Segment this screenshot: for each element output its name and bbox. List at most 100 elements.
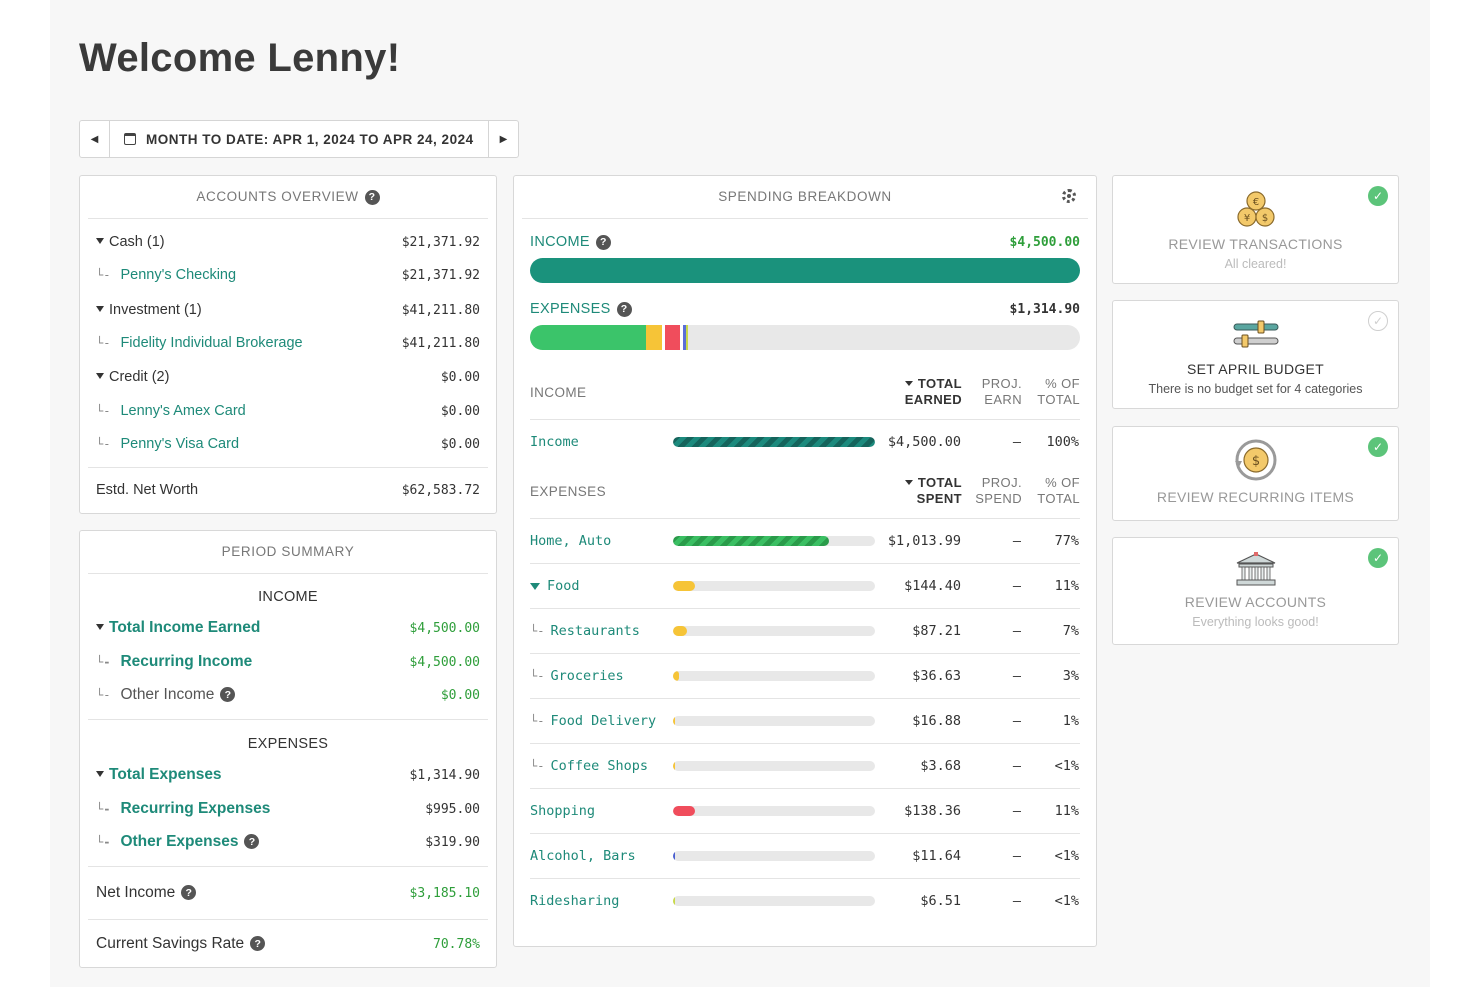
category-name[interactable]: Income [530, 434, 579, 450]
table-row[interactable]: Shopping $138.36 – 11% [530, 788, 1080, 833]
next-period-button[interactable]: ▶ [488, 121, 518, 157]
sort-total-earned[interactable]: TOTAL EARNED [904, 376, 962, 407]
expenses-bar-segment [530, 325, 646, 350]
recurring-income-row[interactable]: └- Recurring Income $4,500.00 [96, 653, 480, 670]
help-icon[interactable]: ? [220, 687, 236, 703]
account-item[interactable]: └- Lenny's Amex Card $0.00 [96, 403, 480, 419]
net-worth-row: Estd. Net Worth $62,583.72 [96, 482, 480, 498]
table-row[interactable]: Home, Auto $1,013.99 – 77% [530, 518, 1080, 563]
account-group-investment[interactable]: Investment (1) $41,211.80 [96, 302, 480, 318]
caret-down-icon [96, 238, 104, 245]
table-row[interactable]: Alcohol, Bars $11.64 – <1% [530, 833, 1080, 878]
category-name[interactable]: Home, Auto [530, 533, 612, 549]
other-income-row: └- Other Income? $0.00 [96, 686, 480, 703]
total-expenses-row[interactable]: Total Expenses $1,314.90 [96, 766, 480, 784]
table-row[interactable]: Food $144.40 – 11% [530, 563, 1080, 608]
help-icon[interactable]: ? [181, 885, 197, 901]
category-progress-bar [673, 626, 875, 636]
category-progress-bar [673, 896, 875, 906]
expenses-label: EXPENSES? [530, 301, 632, 317]
account-item[interactable]: └- Fidelity Individual Brokerage $41,211.… [96, 335, 480, 351]
table-row[interactable]: └- Groceries $36.63 – 3% [530, 653, 1080, 698]
previous-period-button[interactable]: ◀ [80, 121, 110, 157]
category-name[interactable]: Alcohol, Bars [530, 848, 636, 864]
other-expenses-row[interactable]: └- Other Expenses? $319.90 [96, 833, 480, 850]
gear-icon[interactable] [1062, 189, 1076, 203]
sliders-icon [1113, 319, 1398, 349]
date-range-button[interactable]: MONTH TO DATE: APR 1, 2024 TO APR 24, 20… [110, 132, 474, 147]
category-name[interactable]: └- Food Delivery [530, 713, 657, 729]
column-percent-total[interactable]: % OF TOTAL [1037, 475, 1080, 506]
category-projection: – [1012, 668, 1021, 684]
category-projection: – [1012, 848, 1021, 864]
account-item[interactable]: └- Penny's Visa Card $0.00 [96, 436, 480, 452]
table-row[interactable]: └- Coffee Shops $3.68 – <1% [530, 743, 1080, 788]
review-recurring-card[interactable]: ✓ $ REVIEW RECURRING ITEMS [1112, 426, 1399, 521]
table-row[interactable]: Income $4,500.00 – 100% [530, 419, 1080, 464]
tree-branch-icon: └- [96, 268, 111, 282]
category-amount: $6.51 [920, 893, 961, 909]
review-accounts-card[interactable]: ✓ REVIEW ACCOUNTS Everything looks good! [1112, 537, 1399, 645]
tree-branch-icon: └- [96, 688, 111, 702]
help-icon[interactable]: ? [616, 301, 632, 317]
help-icon[interactable]: ? [244, 834, 260, 850]
savings-rate-row: Current Savings Rate? 70.78% [96, 935, 480, 952]
category-percent: 11% [1054, 578, 1079, 594]
category-progress-bar [673, 806, 875, 816]
category-progress-bar [673, 851, 875, 861]
review-transactions-card[interactable]: ✓ € ¥ $ REVIEW TRANSACTIONS All cleared! [1112, 175, 1399, 284]
expenses-bar [530, 325, 1080, 350]
recurring-expenses-row[interactable]: └- Recurring Expenses $995.00 [96, 800, 480, 817]
table-row[interactable]: Ridesharing $6.51 – <1% [530, 878, 1080, 923]
help-icon[interactable]: ? [250, 936, 266, 952]
tree-branch-icon: └- [530, 714, 545, 728]
account-item[interactable]: └- Penny's Checking $21,371.92 [96, 267, 480, 283]
caret-down-icon [96, 623, 104, 630]
divider [88, 866, 488, 867]
help-icon[interactable]: ? [364, 189, 380, 205]
tree-branch-icon: └- [96, 404, 111, 418]
category-amount: $138.36 [904, 803, 961, 819]
set-budget-card[interactable]: ✓ SET APRIL BUDGET There is no budget se… [1112, 300, 1399, 409]
divider [88, 467, 488, 468]
column-proj-earn[interactable]: PROJ. EARN [981, 376, 1022, 407]
category-projection: – [1012, 434, 1021, 450]
tree-branch-icon: └- [96, 655, 111, 669]
tree-branch-icon: └- [96, 835, 111, 849]
account-group-cash[interactable]: Cash (1) $21,371.92 [96, 234, 480, 250]
task-subtitle: There is no budget set for 4 categories [1148, 382, 1363, 396]
svg-text:¥: ¥ [1243, 213, 1249, 224]
category-progress-fill [673, 581, 696, 591]
table-row[interactable]: └- Food Delivery $16.88 – 1% [530, 698, 1080, 743]
category-projection: – [1012, 893, 1021, 909]
category-name[interactable]: Shopping [530, 803, 596, 819]
category-name[interactable]: └- Groceries [530, 668, 624, 684]
caret-down-icon [530, 582, 540, 590]
category-amount: $3.68 [920, 758, 961, 774]
category-name[interactable]: Ridesharing [530, 893, 620, 909]
total-income-row[interactable]: Total Income Earned $4,500.00 [96, 619, 480, 637]
expenses-bar-segment [680, 325, 684, 350]
category-name[interactable]: Food [530, 578, 672, 594]
category-projection: – [1012, 758, 1021, 774]
category-name[interactable]: └- Restaurants [530, 623, 640, 639]
task-title: REVIEW RECURRING ITEMS [1156, 489, 1355, 505]
category-progress-fill [673, 806, 696, 816]
column-percent-total[interactable]: % OF TOTAL [1037, 376, 1080, 407]
tree-branch-icon: └- [530, 624, 545, 638]
category-progress-fill [673, 761, 676, 771]
category-percent: 7% [1062, 623, 1079, 639]
category-name[interactable]: └- Coffee Shops [530, 758, 648, 774]
column-proj-spend[interactable]: PROJ. SPEND [975, 475, 1022, 506]
caret-down-icon [96, 306, 104, 313]
svg-text:€: € [1252, 197, 1258, 208]
category-projection: – [1012, 713, 1021, 729]
page-title: Welcome Lenny! [79, 36, 401, 80]
category-progress-fill [673, 437, 875, 447]
sort-total-spent[interactable]: TOTAL SPENT [892, 475, 962, 507]
table-row[interactable]: └- Restaurants $87.21 – 7% [530, 608, 1080, 653]
account-group-credit[interactable]: Credit (2) $0.00 [96, 369, 480, 385]
task-title: SET APRIL BUDGET [1186, 361, 1325, 377]
help-icon[interactable]: ? [595, 234, 611, 250]
income-total: $4,500.00 [1009, 235, 1080, 250]
